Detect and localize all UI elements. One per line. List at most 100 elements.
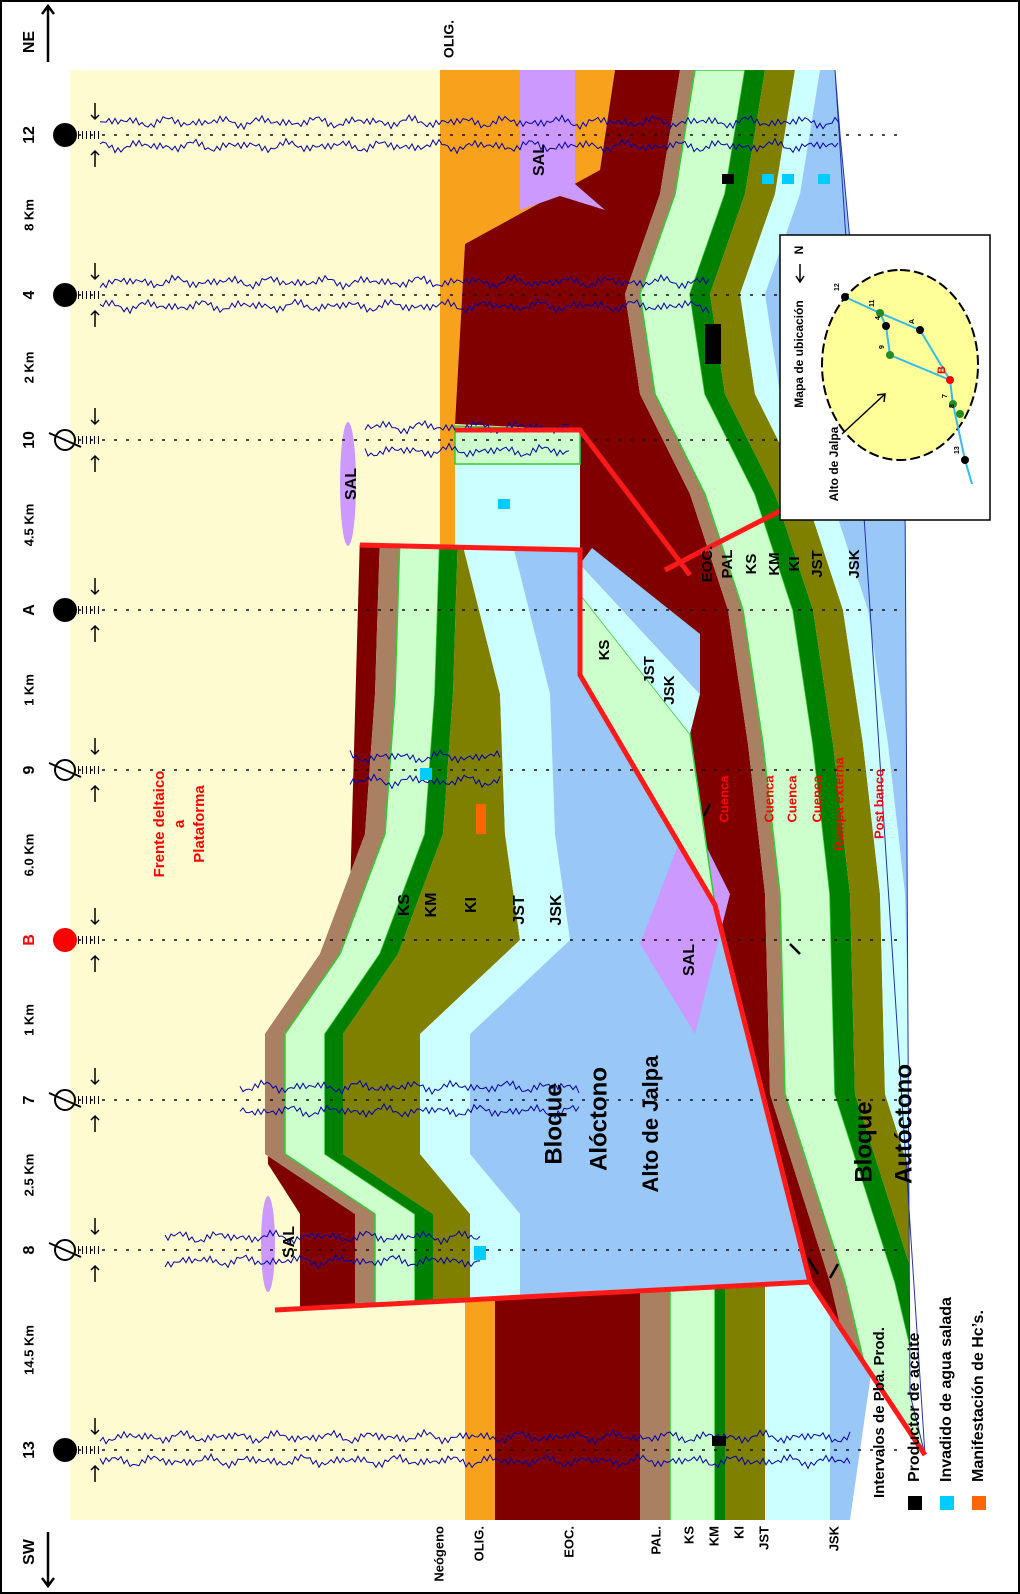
well-symbol (54, 759, 76, 781)
well-label: 4 (21, 290, 38, 299)
test-marker (474, 1246, 486, 1260)
strat-label: Neógeno (431, 1526, 446, 1582)
direction-label: SW (21, 1538, 38, 1565)
layer (495, 1282, 640, 1520)
strat-label: KS (681, 1526, 696, 1544)
well-symbol (53, 598, 77, 622)
layer (343, 542, 520, 1314)
well-label: 8 (21, 1245, 38, 1254)
distance-label: 14.5 Km (21, 1325, 36, 1375)
map-north-arrow (795, 264, 805, 284)
well-arrow (90, 103, 100, 167)
legend-swatch (972, 1496, 986, 1510)
well-label: A (21, 604, 38, 616)
well-symbol (53, 283, 77, 307)
annotation: JSK (846, 549, 863, 578)
layer (765, 1282, 830, 1520)
map-well (841, 293, 849, 301)
layer (465, 1282, 495, 1520)
well-arrow (90, 1068, 100, 1132)
layer (420, 542, 570, 1314)
map-area-label: Alto de Jalpa (827, 426, 841, 501)
well-log (364, 419, 570, 435)
well-log (164, 1229, 481, 1246)
annotation: Plataforma (191, 785, 208, 863)
distance-label: 2 Km (21, 352, 36, 384)
map-well-label: B (936, 366, 948, 374)
map-area-arrow (841, 393, 886, 435)
annotation: Rampa externa (831, 757, 846, 851)
strat-label: KM (706, 1526, 721, 1546)
legend-label: Invadido de agua salada (938, 1297, 955, 1482)
well-label: 9 (21, 765, 38, 774)
annotation: KS (396, 894, 413, 917)
layer (580, 564, 700, 734)
strat-label: PAL. (648, 1526, 663, 1555)
direction-label: NE (21, 31, 38, 54)
well-symbol (48, 1092, 82, 1108)
well-arrow (90, 1418, 100, 1482)
annotation: KI (786, 557, 803, 572)
map-well (916, 326, 924, 334)
map-well-label: 4 (875, 316, 882, 320)
map-well-label: 11 (869, 299, 876, 307)
well-label: 7 (21, 1095, 38, 1104)
well-arrow (90, 908, 100, 972)
annotation: Alto de Jalpa (638, 1055, 663, 1193)
annotation: SAL (681, 944, 698, 976)
layer (725, 1282, 765, 1520)
well-arrow (90, 263, 100, 327)
well-log (99, 1452, 851, 1470)
map-well (946, 376, 954, 384)
layer (740, 70, 925, 1455)
well-log (99, 1428, 851, 1446)
map-well-label: 13 (954, 446, 961, 454)
test-marker (476, 804, 486, 834)
salt-body (520, 70, 605, 210)
annotation: Frente deltaico (151, 771, 168, 878)
annotation: KM (423, 893, 440, 918)
salt-lens (340, 422, 356, 546)
layer (715, 1282, 725, 1520)
distance-label: 1 Km (21, 1004, 36, 1036)
annotation: JSK (661, 675, 678, 704)
strat-label: JST (756, 1526, 771, 1550)
annotation: Bloque (850, 1101, 877, 1182)
well-log (349, 773, 501, 790)
annotation: KI (463, 897, 480, 913)
annotation: JSK (548, 894, 565, 926)
well-label: 12 (21, 126, 38, 144)
layer (625, 70, 895, 1455)
annotation: Cuenca (809, 775, 824, 823)
well-arrow (90, 578, 100, 642)
annotation: KS (596, 640, 613, 661)
map-well (882, 322, 890, 330)
strat-label: OLIG. (471, 1526, 486, 1561)
annotation: SAL (281, 1226, 298, 1258)
legend-swatch (940, 1496, 954, 1510)
annotation: JST (809, 550, 826, 578)
legend-swatch (908, 1496, 922, 1510)
map-north: N (792, 246, 806, 255)
annotation: Bloque (540, 1083, 567, 1164)
annotation: Cuenca (716, 775, 731, 823)
layer (640, 1282, 670, 1520)
test-marker (818, 174, 830, 184)
map-title: Mapa de ubicación (792, 300, 806, 407)
annotation: EOC. (699, 546, 716, 583)
annotation: Cuenca (761, 775, 776, 823)
well-log (99, 113, 839, 131)
layer (580, 548, 700, 694)
well-symbol (53, 1438, 77, 1462)
section-group: 13 14.5 Km 8 2.5 Km 7 1 Km B 6.0 Km 9 1 Km A 4.5 Km… (21, 3, 991, 1589)
annotation: Cuenca (784, 775, 799, 823)
layer (325, 542, 458, 1314)
well-symbol (48, 432, 82, 448)
fault (455, 427, 692, 577)
well-symbol (48, 1242, 82, 1258)
annotation: Alóctono (585, 1067, 612, 1171)
annotation: KS (743, 554, 760, 575)
direction-arrow (41, 3, 55, 1589)
well-arrow (90, 1218, 100, 1282)
